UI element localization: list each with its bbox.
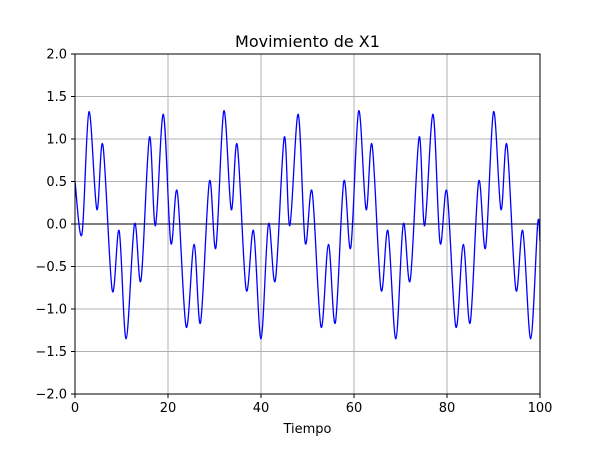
x-tick-label: 80	[439, 401, 456, 416]
y-tick-label: 0.0	[46, 218, 67, 233]
x-tick-label: 40	[253, 401, 270, 416]
y-tick-label: −2.0	[35, 388, 67, 403]
y-tick-label: 1.5	[46, 90, 67, 105]
y-tick-label: −1.5	[35, 345, 67, 360]
x-axis: 0 20 40 60 80 100	[71, 394, 553, 416]
x-tick-label: 20	[160, 401, 177, 416]
y-tick-label: 2.0	[46, 48, 67, 63]
x-axis-title: Tiempo	[282, 422, 331, 437]
x-tick-label: 100	[528, 401, 553, 416]
x-tick-label: 0	[71, 401, 79, 416]
chart-title: Movimiento de X1	[235, 32, 380, 51]
y-tick-label: 1.0	[46, 133, 67, 148]
y-tick-label: −0.5	[35, 260, 67, 275]
y-axis: −2.0 −1.5 −1.0 −0.5 0.0 0.5 1.0 1.5 2.0	[35, 48, 75, 403]
y-tick-label: 0.5	[46, 175, 67, 190]
series-layer	[74, 110, 541, 340]
x-tick-label: 60	[346, 401, 363, 416]
series-line-0	[74, 110, 541, 340]
y-tick-label: −1.0	[35, 303, 67, 318]
